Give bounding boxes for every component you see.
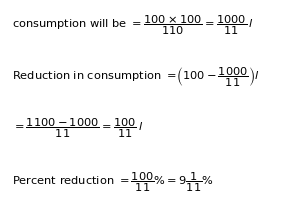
Text: $=\dfrac{1100-1000}{11}=\dfrac{100}{11}\,l$: $=\dfrac{1100-1000}{11}=\dfrac{100}{11}\… bbox=[12, 116, 143, 140]
Text: Percent reduction $=\dfrac{100}{11}\%=9\dfrac{1}{11}\%$: Percent reduction $=\dfrac{100}{11}\%=9\… bbox=[12, 171, 214, 194]
Text: Reduction in consumption $=\!\left(100-\dfrac{1000}{11}\right)l$: Reduction in consumption $=\!\left(100-\… bbox=[12, 66, 260, 89]
Text: consumption will be $=\dfrac{100\times100}{110}=\dfrac{1000}{11}\,l$: consumption will be $=\dfrac{100\times10… bbox=[12, 13, 254, 37]
